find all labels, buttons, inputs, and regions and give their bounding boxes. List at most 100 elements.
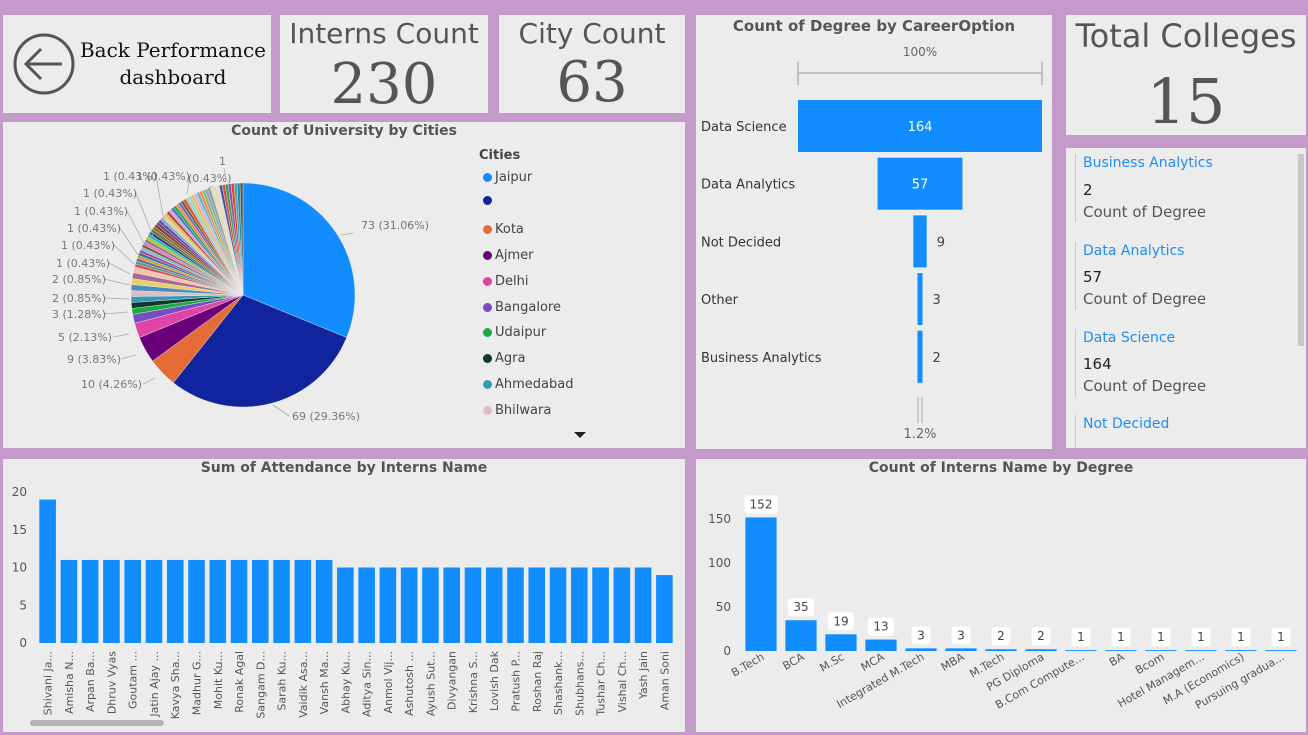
x-axis-category-label: Abhay Ku... <box>339 651 352 713</box>
bar <box>1185 650 1217 651</box>
x-axis-category-label: MCA <box>859 650 887 674</box>
pie-leader-line <box>135 192 154 237</box>
pie-leader-line <box>272 404 290 417</box>
legend-color-dot <box>483 380 492 390</box>
bar <box>145 559 163 643</box>
funnel-value-label: 9 <box>937 235 945 250</box>
data-label-background <box>788 598 814 617</box>
legend-item[interactable] <box>483 195 495 205</box>
x-axis-category-label: Vansh Ma... <box>318 651 331 714</box>
x-axis-category-label: Sarah Ku... <box>276 651 289 711</box>
legend-item[interactable]: Jaipur <box>483 170 532 185</box>
bar <box>209 559 227 643</box>
legend-item[interactable]: Agra <box>483 351 525 366</box>
bar <box>315 559 333 643</box>
x-axis-category-label: Pratush P... <box>510 651 523 712</box>
kpi-value: 2 <box>1083 181 1093 199</box>
pie-data-label: 1 (0.43%) <box>74 205 128 218</box>
legend-item[interactable]: Ajmer <box>483 248 534 263</box>
pie-leader-line <box>155 175 166 227</box>
x-axis-category-label: Shivani Ja... <box>42 651 55 715</box>
pie-leader-line <box>340 232 354 236</box>
kpi-label: Count of Degree <box>1083 290 1207 308</box>
total-colleges-title: Total Colleges <box>1075 17 1297 55</box>
pie-leader-line <box>108 262 131 275</box>
back-panel[interactable]: Back Performance dashboard <box>3 15 271 113</box>
attendance-bar-chart: 0 5 10 15 20 Shivani Ja... Amisha N... Arpan Ba… <box>12 485 673 719</box>
interns-count-value: 230 <box>330 52 438 117</box>
x-axis-category-label: M.Sc <box>817 650 846 674</box>
pie-data-label: 2 (0.85%) <box>52 292 106 305</box>
bar <box>656 575 673 643</box>
data-label-background <box>744 495 778 514</box>
kpi-scrollbar[interactable] <box>1298 154 1304 346</box>
bar-data-label: 3 <box>957 628 965 642</box>
legend-scroll-down-icon[interactable] <box>574 432 586 438</box>
bar <box>905 648 937 651</box>
bar <box>592 567 609 643</box>
bar <box>273 559 290 643</box>
legend-item[interactable]: Udaipur <box>483 325 546 340</box>
bar <box>39 499 56 643</box>
bar <box>1065 650 1097 651</box>
kpi-label: Count of Degree <box>1083 203 1207 221</box>
pie-slice <box>173 294 347 408</box>
bar <box>485 567 503 643</box>
funnel-category-label: Data Science <box>701 120 787 135</box>
legend-item[interactable]: Bangalore <box>483 300 561 315</box>
back-arrow-icon[interactable] <box>12 32 76 96</box>
funnel-category-label: Other <box>701 293 739 308</box>
bar <box>825 634 857 651</box>
bar-data-label: 1 <box>1237 630 1245 644</box>
pie-data-label: 1 (0.43%) <box>61 239 115 252</box>
x-axis-category-label: BCA <box>780 650 806 673</box>
x-axis-category-label: Anmol Vij... <box>382 651 395 713</box>
y-axis-tick-label: 100 <box>708 556 731 570</box>
attendance-scrollbar[interactable] <box>30 720 164 726</box>
funnel-bar <box>917 273 923 326</box>
bar <box>985 649 1017 651</box>
bar <box>358 567 375 643</box>
data-label-background <box>1151 628 1171 647</box>
kpi-divider <box>1075 329 1076 397</box>
bar <box>1145 650 1177 651</box>
x-axis-category-label: Krishna S... <box>467 651 480 713</box>
data-label-background <box>828 612 854 631</box>
city-count-title: City Count <box>518 17 666 50</box>
city-count-value: 63 <box>556 50 628 115</box>
bar-data-label: 1 <box>1077 630 1085 644</box>
back-label[interactable]: Back Performance dashboard <box>79 38 267 89</box>
pie-data-label: 2 (0.85%) <box>52 273 106 286</box>
legend-label: Bangalore <box>495 299 561 315</box>
bar-data-label: 1 <box>1117 630 1125 644</box>
legend-label: Jaipur <box>495 170 533 185</box>
bar <box>634 567 652 643</box>
funnel-top-label: 100% <box>903 45 937 59</box>
funnel-bar <box>798 100 1042 152</box>
bar <box>528 567 546 643</box>
funnel-category-label: Data Analytics <box>701 178 795 193</box>
legend-item[interactable]: Delhi <box>483 274 528 289</box>
y-axis-tick-label: 0 <box>723 644 731 658</box>
x-axis-category-label: Arpan Ba... <box>84 651 97 712</box>
x-axis-category-label: Vaidik Asa... <box>297 651 310 718</box>
bar-data-label: 3 <box>917 628 925 642</box>
legend-color-dot <box>483 302 492 312</box>
funnel-chart: 100% Data Science 164 Data Analytics 57 Not D… <box>701 45 1043 442</box>
bar <box>188 559 205 643</box>
legend-label: Kota <box>495 221 524 237</box>
x-axis-category-label: Amisha N... <box>63 651 76 714</box>
funnel-bar <box>877 157 963 210</box>
y-axis-tick-label: 20 <box>12 485 27 499</box>
pie-leader-line <box>207 185 214 189</box>
legend-item[interactable]: Bhilwara <box>483 403 551 418</box>
funnel-bar <box>913 215 927 268</box>
legend-item[interactable]: Ahmedabad <box>483 377 573 392</box>
kpi-category: Data Analytics <box>1083 243 1185 259</box>
degree-kpi-list[interactable]: Business Analytics 2 Count of Degree Dat… <box>1066 148 1306 448</box>
data-label-background <box>1111 628 1131 647</box>
legend-item[interactable]: Kota <box>483 222 524 237</box>
bar <box>571 567 588 643</box>
career-option-funnel-panel: Count of Degree by CareerOption 100% Data… <box>696 15 1052 449</box>
bar <box>549 567 567 643</box>
